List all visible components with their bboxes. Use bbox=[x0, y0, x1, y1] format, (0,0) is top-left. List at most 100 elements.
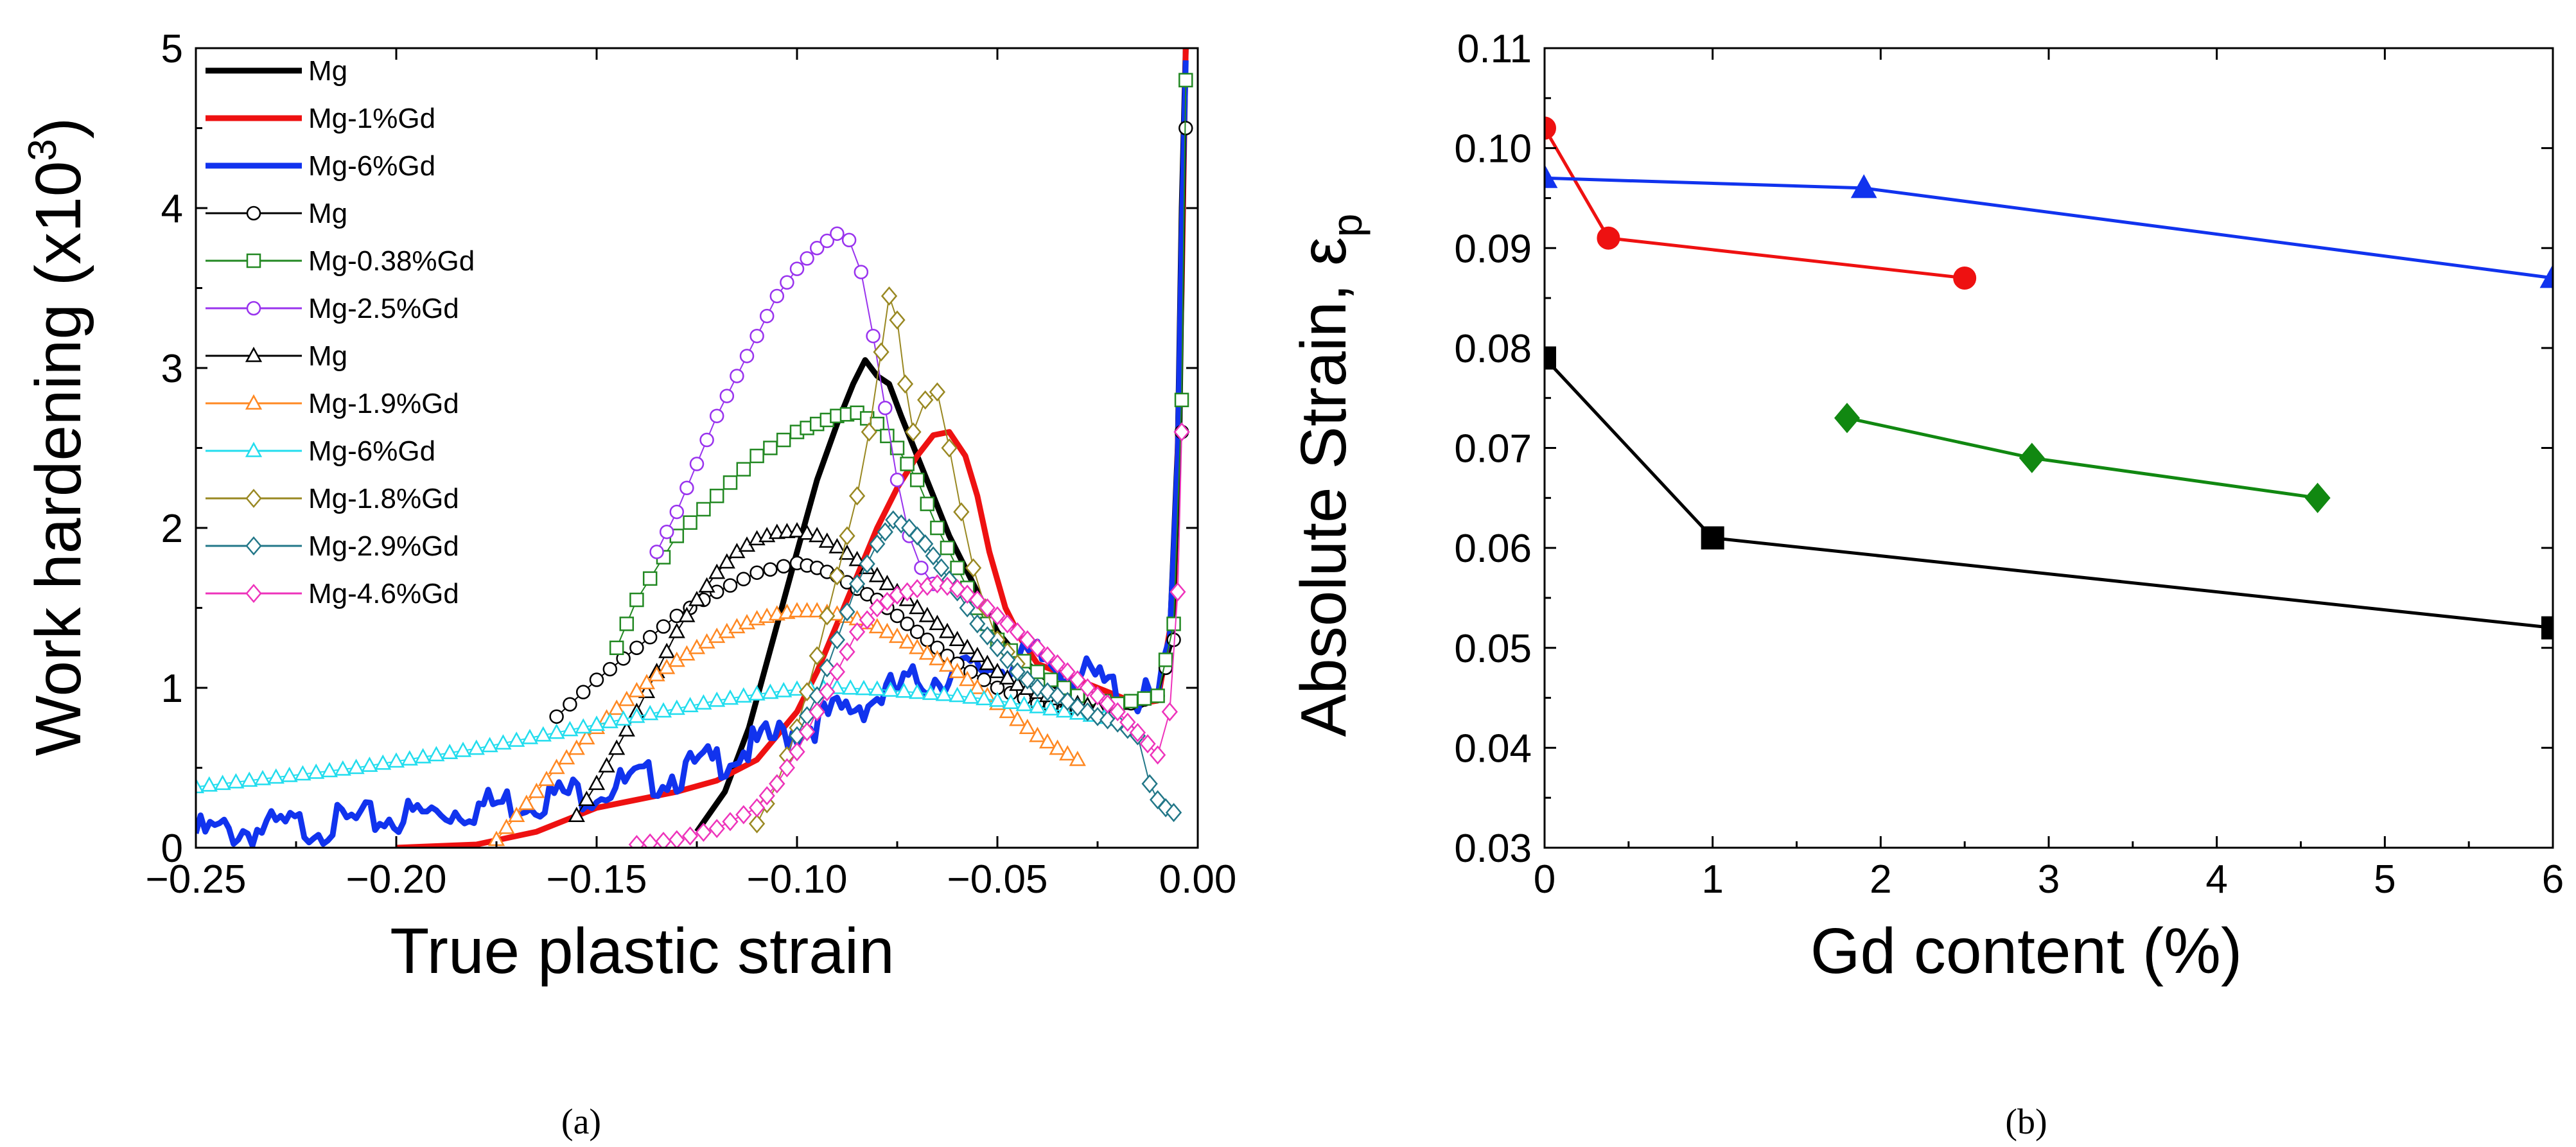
data-point-triangle bbox=[762, 683, 779, 699]
data-point-triangle bbox=[735, 687, 752, 703]
panel-b-x-tick-labels: 0 1 2 3 4 5 6 bbox=[1534, 857, 2564, 902]
data-point-square bbox=[1123, 694, 1139, 708]
data-point-triangle bbox=[227, 773, 245, 789]
data-point-triangle bbox=[842, 679, 859, 695]
data-point-circle bbox=[900, 617, 915, 631]
data-point-diamond bbox=[917, 390, 934, 410]
data-point-circle bbox=[656, 619, 671, 634]
data-point-circle bbox=[1545, 116, 1556, 140]
data-point-triangle bbox=[698, 577, 715, 593]
data-point-square bbox=[880, 428, 895, 444]
data-point-diamond bbox=[819, 606, 836, 626]
panel-b-x-axis-title: Gd content (%) bbox=[1810, 915, 2243, 987]
plot-series-group bbox=[196, 48, 1193, 848]
data-point-triangle bbox=[534, 726, 552, 742]
x-tick-label: 0.00 bbox=[1159, 857, 1237, 902]
data-point-triangle bbox=[601, 713, 618, 728]
data-point-diamond bbox=[989, 606, 1006, 626]
data-point-diamond bbox=[869, 534, 886, 554]
panel-a-plot-area bbox=[196, 48, 1193, 848]
legend-marker-swatch bbox=[245, 489, 262, 508]
data-point-triangle bbox=[976, 690, 993, 706]
data-point-square bbox=[642, 571, 658, 586]
data-point-diamond bbox=[1069, 670, 1086, 690]
y-tick-label: 0 bbox=[161, 827, 183, 871]
data-point-circle bbox=[914, 561, 929, 575]
y-tick-label: 0.07 bbox=[1454, 427, 1532, 471]
data-point-triangle bbox=[1019, 719, 1036, 734]
data-point-triangle bbox=[898, 633, 916, 649]
x-tick-label: −0.05 bbox=[947, 857, 1048, 902]
data-point-circle bbox=[575, 685, 591, 699]
data-point-circle bbox=[649, 545, 664, 559]
legend-entry-mg-2p5-gd-5: Mg-2.5%Gd bbox=[206, 293, 459, 324]
data-point-triangle bbox=[868, 566, 886, 582]
legend-label: Mg-1%Gd bbox=[308, 103, 435, 134]
data-point-diamond bbox=[1119, 712, 1136, 732]
data-point-square bbox=[609, 640, 624, 655]
data-point-triangle bbox=[361, 757, 378, 772]
data-point-diamond bbox=[839, 642, 855, 661]
data-point-triangle bbox=[401, 750, 418, 766]
x-tick-label: −0.25 bbox=[146, 857, 247, 902]
plot-series-group bbox=[1545, 116, 2553, 640]
data-point-triangle bbox=[888, 627, 906, 644]
data-point-circle bbox=[549, 709, 564, 724]
data-point-circle bbox=[749, 328, 764, 344]
data-point-diamond bbox=[828, 662, 846, 682]
y-tick-label: 0.09 bbox=[1454, 227, 1532, 271]
data-point-triangle bbox=[308, 763, 325, 779]
data-point-square bbox=[763, 441, 778, 455]
data-point-circle bbox=[642, 629, 658, 645]
data-point-diamond bbox=[897, 374, 914, 394]
data-point-diamond bbox=[848, 574, 866, 594]
series-blue-2 bbox=[1545, 164, 2553, 288]
data-point-triangle bbox=[495, 734, 512, 750]
data-point-triangle bbox=[868, 680, 886, 696]
panel-a-y-axis-title: Work hardening (x103) bbox=[21, 118, 94, 756]
data-point-square bbox=[1158, 652, 1173, 667]
panel-b-y-axis-title: Absolute Strain, εp bbox=[1288, 213, 1371, 737]
data-point-triangle bbox=[454, 741, 472, 757]
data-point-diamond bbox=[953, 502, 970, 522]
data-point-triangle bbox=[909, 683, 926, 699]
data-point-triangle bbox=[638, 674, 656, 690]
x-tick-label: 4 bbox=[2205, 857, 2227, 902]
legend-entry-mg-6: Mg bbox=[206, 340, 347, 372]
data-point-triangle bbox=[548, 723, 565, 739]
data-point-diamond bbox=[681, 826, 699, 846]
panel-b-caption: (b) bbox=[2005, 1102, 2047, 1142]
data-point-triangle bbox=[654, 702, 672, 718]
data-point-circle bbox=[739, 349, 755, 363]
data-point-triangle bbox=[320, 762, 338, 778]
data-point-triangle bbox=[628, 681, 645, 697]
x-tick-label: 0 bbox=[1534, 857, 1555, 902]
data-point-triangle bbox=[818, 532, 836, 548]
data-point-triangle bbox=[882, 681, 899, 697]
legend-entry-mg-4p6-gd-11: Mg-4.6%Gd bbox=[206, 578, 459, 609]
data-point-diamond bbox=[1039, 646, 1056, 666]
data-point-square bbox=[1545, 346, 1556, 370]
data-point-diamond bbox=[735, 805, 752, 825]
panel-a-x-tick-labels: −0.25 −0.20 −0.15 −0.10 −0.05 0.00 bbox=[146, 857, 1237, 902]
panel-b-y-axis-title-main: Absolute Strain, ε bbox=[1288, 237, 1360, 737]
data-point-diamond bbox=[839, 526, 855, 546]
legend-entry-mg-2p9-gd-10: Mg-2.9%Gd bbox=[206, 530, 459, 562]
data-point-circle bbox=[878, 401, 893, 416]
data-point-triangle bbox=[708, 563, 726, 579]
data-point-triangle bbox=[999, 703, 1016, 719]
y-tick-label: 0.04 bbox=[1454, 726, 1532, 771]
data-point-triangle bbox=[508, 731, 525, 747]
data-point-triangle bbox=[528, 782, 545, 798]
data-point-square bbox=[2541, 616, 2553, 640]
y-tick-label: 0.10 bbox=[1454, 127, 1532, 171]
data-point-circle bbox=[866, 328, 881, 344]
data-point-circle bbox=[830, 226, 845, 241]
data-point-triangle bbox=[658, 642, 676, 658]
data-point-triangle bbox=[481, 737, 498, 753]
data-point-triangle bbox=[334, 760, 351, 776]
data-point-circle bbox=[689, 457, 705, 471]
data-point-diamond bbox=[758, 786, 775, 806]
x-tick-label: −0.20 bbox=[346, 857, 447, 902]
data-point-triangle bbox=[538, 771, 556, 786]
